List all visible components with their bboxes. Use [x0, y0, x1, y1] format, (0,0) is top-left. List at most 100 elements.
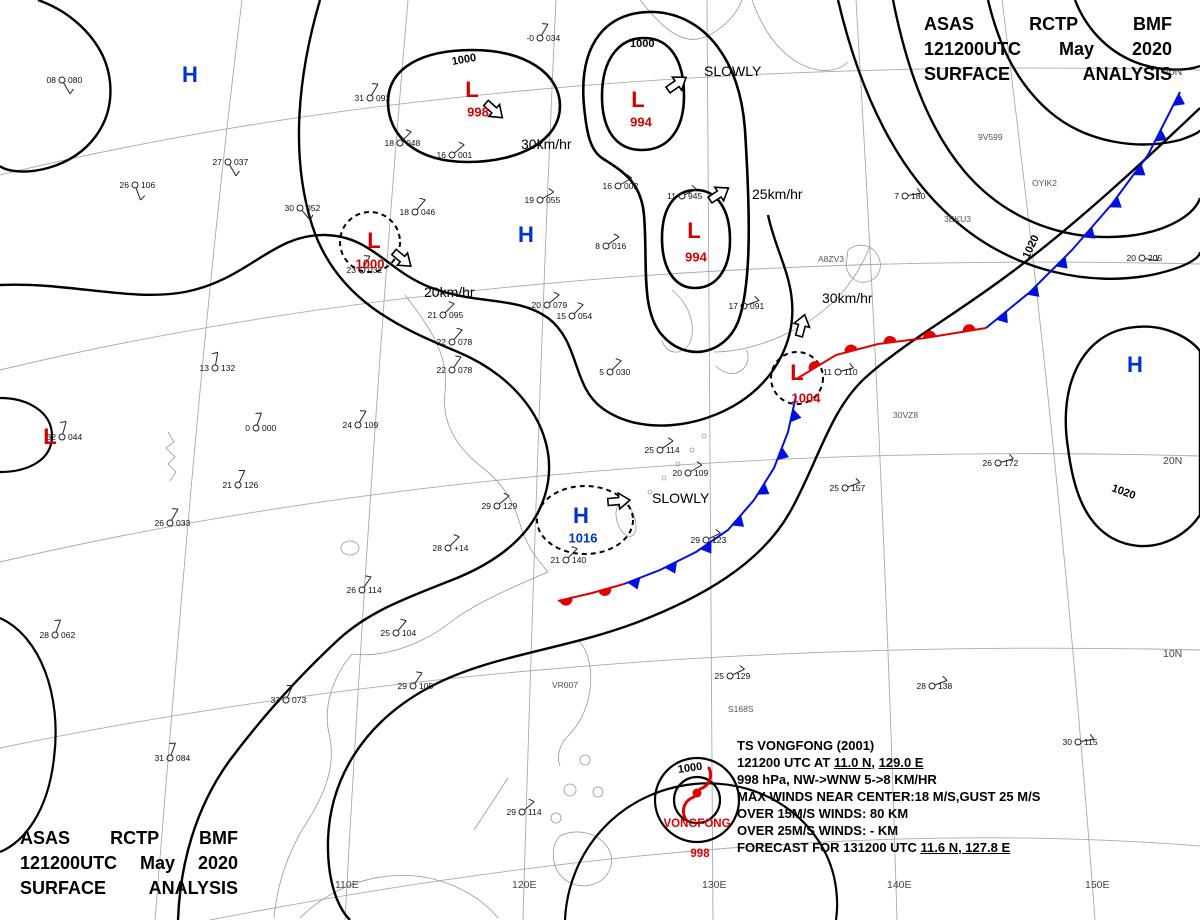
svg-text:23: 23 — [347, 265, 357, 275]
longitude-line — [1001, 0, 1096, 920]
tropical-storm-icon — [681, 766, 713, 820]
coast-island — [579, 754, 591, 766]
svg-text:078: 078 — [458, 365, 472, 375]
ship-id: VR007 — [552, 680, 578, 690]
svg-text:138: 138 — [938, 681, 952, 691]
longitude-line — [344, 0, 409, 920]
svg-text:129: 129 — [503, 501, 517, 511]
ship-id: OYIK2 — [1032, 178, 1057, 188]
isobar-around-994-north — [600, 36, 686, 152]
ship-id: S168S — [728, 704, 754, 714]
station-plot: 18 046 — [400, 197, 435, 217]
warm-front-semicircle — [962, 324, 976, 332]
station-plot: 16 001 — [437, 141, 472, 160]
isobar-ridge-arc — [891, 0, 1200, 239]
svg-text:945: 945 — [688, 191, 702, 201]
svg-text:126: 126 — [244, 480, 258, 490]
station-plot: 25 114 — [645, 437, 680, 455]
isobar-1020-oval — [1064, 325, 1200, 548]
svg-text:16: 16 — [437, 150, 447, 160]
isobar-ridge-arc — [986, 0, 1200, 146]
station-plot: 26 172 — [983, 453, 1018, 468]
cold-front-triangle — [757, 482, 770, 495]
isobar-bottomleft — [0, 616, 57, 854]
typhoon-isobar-inner — [672, 775, 722, 825]
svg-text:114: 114 — [528, 807, 542, 817]
svg-text:8: 8 — [595, 241, 600, 251]
svg-text:31: 31 — [355, 93, 365, 103]
cold-front-triangle — [1027, 284, 1040, 297]
isobar-994-outer — [582, 10, 751, 354]
typhoon-info-box: TS VONGFONG (2001) 121200 UTC AT 11.0 N, … — [737, 737, 1040, 856]
svg-text:21: 21 — [551, 555, 561, 565]
warm-front-semicircle — [923, 330, 937, 339]
coast-ryukyu — [701, 433, 707, 439]
cold-front-triangle — [664, 561, 678, 574]
svg-text:17: 17 — [729, 301, 739, 311]
svg-text:110: 110 — [844, 367, 858, 377]
isobar-around-994-mid — [660, 188, 732, 290]
svg-text:31: 31 — [155, 753, 165, 763]
station-plot: 24 109 — [343, 410, 378, 430]
svg-text:092: 092 — [376, 93, 390, 103]
cold-front-triangle — [1154, 129, 1167, 142]
station-plot: 27 037 — [213, 157, 248, 177]
station-plot: 11 945 — [667, 184, 702, 201]
isobar-typhoon-outer — [563, 782, 839, 920]
station-plot: 26 114 — [347, 575, 382, 595]
coastlines — [165, 0, 881, 919]
chart-title-line1: ASAS RCTP BMF — [924, 14, 1172, 34]
cold-front-triangle — [996, 310, 1008, 324]
svg-text:030: 030 — [616, 367, 630, 377]
cold-front-triangle — [627, 577, 641, 590]
svg-text:084: 084 — [176, 753, 190, 763]
svg-text:055: 055 — [546, 195, 560, 205]
isobar-mid-sweep — [0, 214, 794, 427]
storm-arm — [698, 766, 713, 791]
cold-front-triangle — [1133, 163, 1146, 176]
station-plot: 28 +14 — [433, 534, 469, 553]
typhoon-info-line: MAX WINDS NEAR CENTER:18 M/S,GUST 25 M/S — [737, 789, 1041, 804]
cold-front-triangle — [777, 447, 789, 461]
isobar-topleft-corner — [0, 0, 112, 173]
chart-title-line3: SURFACE ANALYSIS — [20, 878, 238, 898]
warm-front-semicircle — [844, 344, 858, 353]
svg-text:109: 109 — [694, 468, 708, 478]
movement-arrow — [479, 96, 509, 125]
svg-text:078: 078 — [458, 337, 472, 347]
station-plot: 8 016 — [595, 233, 626, 251]
svg-text:29: 29 — [691, 535, 701, 545]
coast-japan — [713, 245, 871, 353]
station-plot: 22 078 — [437, 355, 472, 375]
svg-text:080: 080 — [68, 75, 82, 85]
latitude-line — [0, 67, 1200, 176]
cold-front-triangle — [699, 541, 712, 554]
station-plot: 29 129 — [482, 492, 517, 511]
svg-text:140: 140 — [572, 555, 586, 565]
svg-text:132: 132 — [221, 363, 235, 373]
coast-island — [592, 786, 604, 798]
isobar-west-sweep — [176, 0, 551, 920]
coast-kyushu — [715, 349, 749, 374]
chart-title-line2: 121200UTC May 2020 — [924, 39, 1172, 59]
movement-arrow — [388, 245, 417, 274]
svg-text:25: 25 — [715, 671, 725, 681]
svg-text:123: 123 — [712, 535, 726, 545]
coast-borneo — [299, 875, 499, 919]
svg-text:046: 046 — [421, 207, 435, 217]
chart-title-line1: ASAS RCTP BMF — [20, 828, 238, 848]
svg-text:24: 24 — [343, 420, 353, 430]
dashed-circle-low-1004 — [770, 351, 824, 405]
station-plot: 20 079 — [532, 291, 567, 310]
coast-ryukyu — [675, 461, 681, 467]
svg-text:29: 29 — [482, 501, 492, 511]
station-plot: 0 000 — [245, 412, 276, 433]
svg-text:08: 08 — [47, 75, 57, 85]
longitude-line — [522, 0, 557, 920]
station-plot: 29 114 — [507, 798, 542, 817]
typhoon-info-line: OVER 15M/S WINDS: 80 KM — [737, 806, 909, 821]
coast-island — [563, 783, 577, 797]
svg-text:25: 25 — [830, 483, 840, 493]
svg-text:13: 13 — [200, 363, 210, 373]
